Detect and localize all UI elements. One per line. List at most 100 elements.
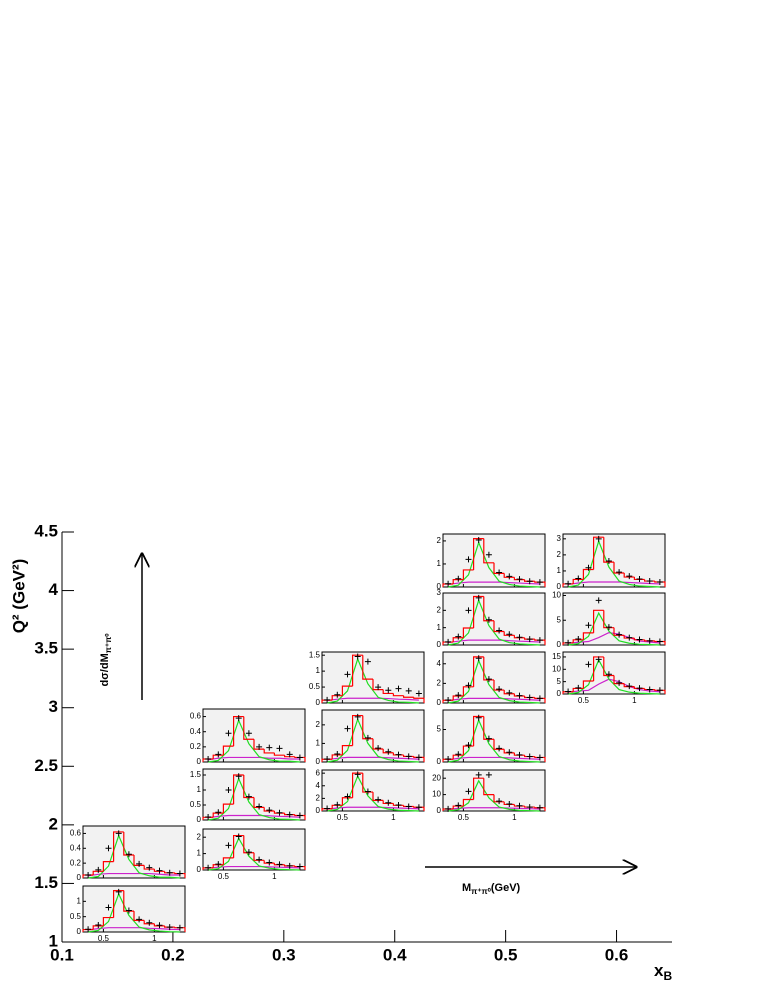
- fit-bin: [92, 925, 104, 930]
- data-point: [266, 859, 273, 866]
- data-point: [245, 849, 252, 856]
- inset-y-tick-label: 2: [437, 678, 442, 687]
- data-point: [395, 801, 402, 808]
- fit-bin: [513, 635, 525, 639]
- fit-bin: [462, 627, 474, 638]
- data-point: [334, 751, 341, 758]
- x-annotation-after: (GeV): [491, 882, 521, 894]
- fit-bin: [222, 857, 234, 865]
- data-point: [215, 751, 222, 758]
- data-point: [445, 696, 452, 703]
- data-point: [256, 803, 263, 810]
- inset-panel: 0 0.5 1 1.5: [309, 650, 425, 707]
- inset-y-tick-label: 5: [437, 725, 442, 734]
- inset-y-tick-label: 0: [557, 640, 562, 649]
- fit-bin: [153, 869, 165, 872]
- fit-bin: [233, 834, 244, 858]
- fit-bin: [212, 754, 224, 759]
- inset-frame: [442, 709, 546, 763]
- x-tick-label: 0.5: [494, 945, 518, 964]
- fit-bin: [222, 745, 234, 756]
- inset-y-tick-label: 1: [316, 666, 321, 675]
- fit-bin: [473, 715, 484, 747]
- data-point: [506, 689, 513, 696]
- fit-bin: [143, 865, 155, 870]
- fit-bin: [582, 680, 594, 689]
- fit-bin: [452, 695, 464, 701]
- inset-y-tick-label: 0: [77, 927, 82, 936]
- inset-y-tick-label: 1: [316, 739, 321, 748]
- x-tick-label: 0.4: [383, 945, 407, 964]
- data-point: [585, 661, 592, 668]
- data-point: [485, 735, 492, 742]
- fit-bin: [123, 890, 134, 912]
- data-point: [205, 814, 212, 820]
- data-point: [516, 802, 523, 809]
- inset-y-tick-label: 0: [316, 806, 321, 815]
- data-point: [245, 793, 252, 800]
- data-point: [95, 866, 102, 873]
- fit-bin: [233, 715, 244, 747]
- background-curve: [448, 807, 540, 810]
- inset-panel: 0 1 2 0.5 1: [197, 828, 306, 881]
- data-point: [235, 833, 242, 840]
- y-tick-label: 2: [49, 814, 58, 833]
- fit-bin: [133, 854, 145, 866]
- data-point: [245, 730, 252, 737]
- data-point: [516, 576, 523, 583]
- fit-bin: [382, 800, 394, 805]
- fit-bin: [483, 656, 494, 681]
- fit-bin: [362, 773, 373, 793]
- data-point: [506, 749, 513, 756]
- data-point: [496, 569, 503, 576]
- inset-y-tick-label: 0: [557, 582, 562, 591]
- data-point: [256, 743, 263, 750]
- data-point: [105, 845, 112, 852]
- x-tick-label: 0.3: [272, 945, 296, 964]
- data-point: [636, 685, 643, 692]
- inset-panel: 0 0.5 1 1.5: [190, 768, 306, 824]
- fit-bin: [572, 687, 584, 692]
- inset-panel: 0 1 2: [437, 533, 546, 591]
- fit-bin: [263, 807, 275, 812]
- inset-frame: [442, 592, 546, 646]
- inset-y-tick-label: 10: [552, 591, 561, 600]
- data-point: [536, 637, 543, 644]
- fit-bin: [102, 861, 114, 872]
- inset-y-tick-label: 0.5: [70, 912, 82, 921]
- fit-bin: [253, 739, 265, 750]
- data-point: [536, 754, 543, 761]
- data-point: [395, 685, 402, 692]
- fit-bin: [341, 685, 353, 696]
- inset-x-tick-label: 0.5: [218, 872, 230, 881]
- data-point: [344, 725, 351, 732]
- data-point: [364, 658, 371, 665]
- inset-y-tick-label: 0.6: [70, 829, 82, 838]
- data-point: [626, 683, 633, 690]
- data-point: [334, 801, 341, 808]
- data-point: [256, 856, 263, 863]
- data-point: [496, 686, 503, 693]
- data-point: [575, 575, 582, 582]
- fit-bin: [493, 679, 505, 691]
- fit-bin: [462, 798, 474, 807]
- data-point: [465, 607, 472, 614]
- inset-y-tick-label: 0: [316, 698, 321, 707]
- data-point: [636, 636, 643, 643]
- data-point: [125, 851, 132, 858]
- fit-bin: [593, 536, 604, 570]
- inset-x-tick-label: 0.5: [337, 813, 349, 822]
- data-point: [656, 579, 663, 586]
- inset-y-tick-label: 3: [557, 534, 562, 543]
- inset-y-tick-label: 0: [197, 815, 202, 824]
- data-point: [276, 861, 283, 868]
- fit-bin: [284, 755, 295, 758]
- data-point: [565, 639, 572, 646]
- data-point: [156, 922, 163, 929]
- data-point: [506, 800, 513, 807]
- fit-bin: [493, 794, 505, 803]
- data-point: [215, 861, 222, 868]
- fit-bin: [243, 775, 254, 799]
- fit-bin: [483, 716, 494, 740]
